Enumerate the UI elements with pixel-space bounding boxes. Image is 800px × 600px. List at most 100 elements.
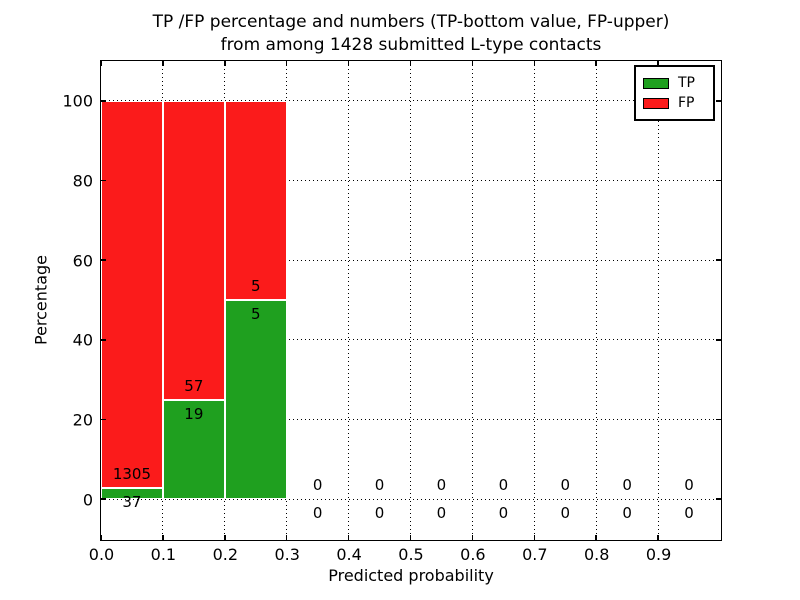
y-axis-tick-right — [716, 259, 721, 261]
x-tick-label: 0.2 — [212, 545, 239, 564]
gridline-vertical — [657, 61, 659, 540]
gridline-horizontal — [101, 100, 721, 102]
x-axis-tick-top — [285, 61, 288, 66]
fp-count-label: 0 — [312, 476, 323, 495]
chart-title: TP /FP percentage and numbers (TP-bottom… — [100, 11, 722, 57]
x-axis-tick — [595, 535, 597, 540]
tp-count-label: 19 — [184, 404, 204, 423]
gridline-vertical — [595, 61, 597, 540]
x-axis-label: Predicted probability — [328, 566, 494, 585]
y-axis-tick-right — [716, 498, 721, 500]
legend-item-fp: FP — [643, 93, 713, 113]
tp-count-label: 0 — [374, 504, 385, 523]
gridline-vertical — [410, 61, 411, 540]
chart-title-line2: from among 1428 submitted L-type contact… — [220, 35, 602, 55]
x-axis-tick-top — [409, 61, 412, 66]
gridline-vertical — [286, 61, 288, 540]
x-axis-tick — [657, 535, 659, 540]
x-axis-tick — [285, 535, 288, 540]
gridline-horizontal — [101, 339, 721, 341]
x-tick-label: 0.7 — [522, 545, 548, 564]
tp-count-label: 0 — [684, 504, 694, 523]
x-tick-label: 0.8 — [583, 545, 610, 564]
legend: TP FP — [634, 65, 715, 121]
x-tick-label: 0.4 — [336, 545, 362, 564]
tp-count-label: 5 — [250, 304, 261, 323]
gridline-horizontal — [101, 419, 721, 420]
tp-count-label: 0 — [498, 504, 509, 523]
x-axis-tick — [347, 535, 350, 540]
x-tick-label: 0.9 — [645, 545, 672, 564]
y-tick-label: 40 — [72, 330, 93, 350]
x-axis-tick — [224, 535, 226, 540]
y-axis-tick-right — [716, 339, 721, 341]
legend-label-fp: FP — [678, 95, 695, 111]
legend-item-tp: TP — [643, 73, 713, 93]
tp-count-label: 37 — [122, 493, 142, 512]
y-tick-label: 20 — [72, 410, 93, 430]
fp-count-label: 0 — [436, 476, 447, 495]
fp-count-label: 1305 — [112, 465, 152, 484]
legend-swatch-fp-icon — [643, 97, 669, 109]
y-tick-label: 80 — [72, 171, 93, 191]
fp-count-label: 57 — [184, 376, 204, 395]
y-axis-tick — [101, 100, 106, 102]
x-tick-label: 0.5 — [398, 545, 424, 564]
y-axis-tick-right — [716, 179, 721, 182]
bar-segment-fp — [224, 100, 287, 300]
x-axis-tick-top — [100, 61, 102, 66]
x-axis-tick — [409, 535, 412, 540]
gridline-horizontal — [101, 259, 721, 261]
fp-count-label: 0 — [560, 476, 571, 495]
y-axis-tick — [101, 179, 106, 182]
x-axis-tick-top — [533, 61, 536, 66]
y-axis-tick — [101, 259, 106, 261]
x-axis-tick-top — [471, 61, 474, 66]
gridline-horizontal — [101, 498, 721, 500]
tp-count-label: 0 — [622, 504, 632, 523]
y-tick-label: 100 — [62, 91, 93, 111]
x-axis-tick — [100, 535, 102, 540]
fp-count-label: 5 — [250, 277, 261, 296]
legend-label-tp: TP — [678, 75, 695, 91]
x-axis-tick-top — [162, 61, 164, 66]
plot-area: TP FP 1305 37 57 19 5 5 0 0 0 0 0 0 0 0 0 0 0 0 0 0 — [100, 60, 722, 541]
x-axis-tick-top — [657, 61, 659, 66]
x-axis-tick-top — [224, 61, 226, 66]
bar-segment-tp — [101, 488, 163, 500]
bar-segment-fp — [101, 100, 163, 489]
y-axis-tick-right — [716, 100, 721, 102]
x-axis-tick — [162, 535, 164, 540]
y-axis-tick — [101, 418, 106, 421]
gridline-horizontal — [101, 180, 721, 181]
x-axis-tick-top — [595, 61, 597, 66]
x-tick-label: 0.0 — [88, 545, 115, 564]
y-axis-tick-right — [716, 418, 721, 421]
legend-swatch-tp-icon — [643, 77, 669, 89]
tp-count-label: 0 — [436, 504, 447, 523]
y-axis-tick — [101, 498, 106, 500]
x-tick-label: 0.1 — [150, 545, 177, 564]
gridline-vertical — [471, 61, 473, 540]
tp-count-label: 0 — [312, 504, 323, 523]
fp-count-label: 0 — [498, 476, 509, 495]
x-axis-tick-top — [347, 61, 350, 66]
x-tick-label: 0.3 — [274, 545, 300, 564]
fp-count-label: 0 — [622, 476, 632, 495]
gridline-vertical — [348, 61, 350, 540]
fp-count-label: 0 — [374, 476, 385, 495]
x-tick-label: 0.6 — [460, 545, 486, 564]
x-axis-tick — [471, 535, 474, 540]
y-tick-label: 60 — [72, 251, 93, 271]
gridline-vertical — [533, 61, 535, 540]
bar-segment-fp — [162, 100, 225, 400]
x-axis-tick — [533, 535, 536, 540]
chart-title-line1: TP /FP percentage and numbers (TP-bottom… — [152, 12, 670, 32]
tp-count-label: 0 — [560, 504, 571, 523]
y-axis-tick — [101, 339, 106, 341]
bar-segment-tp — [224, 300, 287, 500]
y-tick-label: 0 — [82, 490, 93, 510]
bar-segment-tp — [162, 399, 225, 500]
fp-count-label: 0 — [684, 476, 694, 495]
